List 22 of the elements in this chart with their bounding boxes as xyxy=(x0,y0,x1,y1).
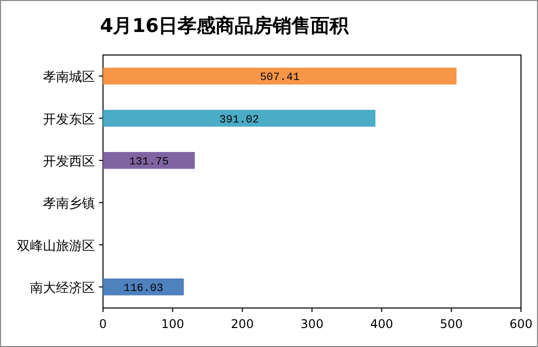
data-label: 131.75 xyxy=(129,156,169,168)
x-tick-label: 100 xyxy=(161,317,184,331)
y-tick-label: 双峰山旅游区 xyxy=(17,238,95,254)
x-tick-label: 500 xyxy=(440,317,463,331)
data-label: 391.02 xyxy=(219,114,260,126)
y-tick-label: 开发东区 xyxy=(43,112,95,128)
bar xyxy=(103,152,195,169)
y-tick-label: 开发西区 xyxy=(43,154,95,170)
bar xyxy=(103,68,456,85)
x-tick-label: 200 xyxy=(230,317,254,331)
x-tick-label: 0 xyxy=(99,317,107,331)
y-tick-label: 孝南乡镇 xyxy=(43,196,95,212)
x-tick-label: 300 xyxy=(300,317,324,331)
bar xyxy=(103,110,376,127)
x-tick-label: 400 xyxy=(370,317,394,331)
y-tick-label: 孝南城区 xyxy=(43,70,95,86)
y-tick-label: 南大经济区 xyxy=(30,280,95,296)
data-label: 116.03 xyxy=(124,282,164,295)
data-label: 507.41 xyxy=(260,72,300,84)
bar xyxy=(103,278,184,296)
chart-title: 4月16日孝感商品房销售面积 xyxy=(100,15,350,37)
x-tick-label: 600 xyxy=(510,317,532,331)
